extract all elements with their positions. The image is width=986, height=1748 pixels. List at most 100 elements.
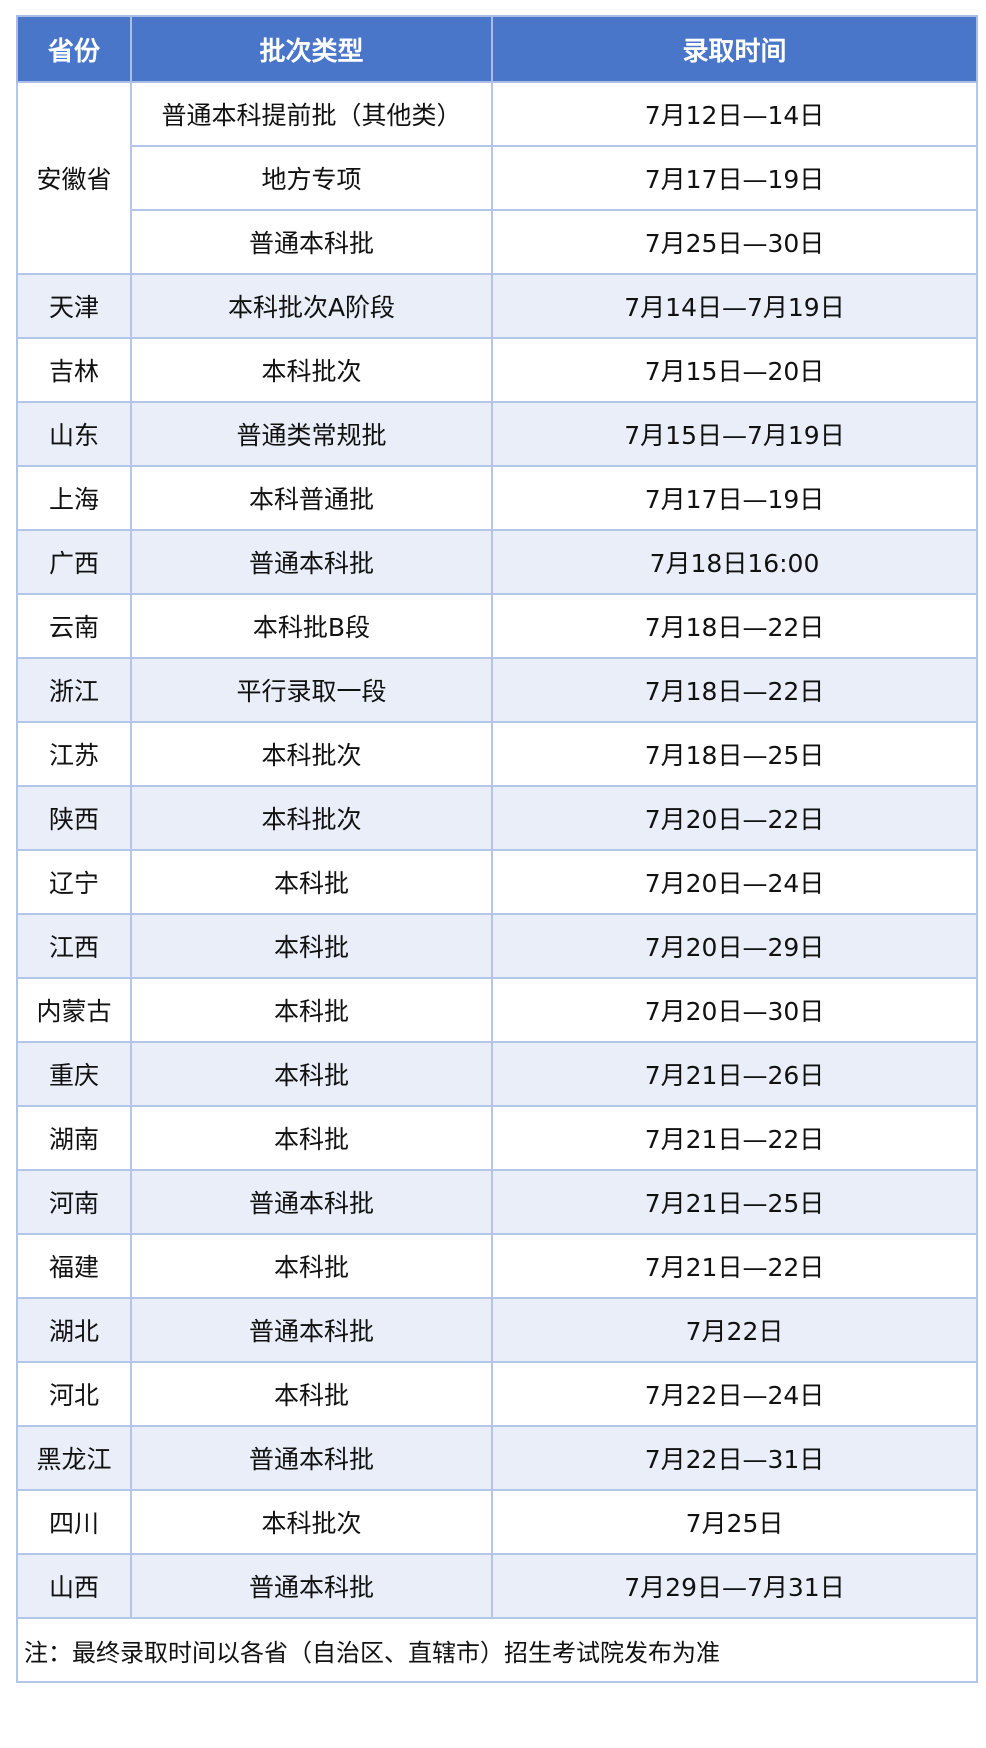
time-cell: 7月21日—22日 <box>491 1233 978 1299</box>
time-cell: 7月14日—7月19日 <box>491 273 978 339</box>
batch-cell: 普通本科批 <box>130 1297 493 1363</box>
batch-cell: 本科批次 <box>130 785 493 851</box>
batch-cell: 本科批 <box>130 1041 493 1107</box>
time-cell: 7月21日—25日 <box>491 1169 978 1235</box>
header-province: 省份 <box>16 15 132 83</box>
table-row: 湖南 本科批 7月21日—22日 <box>16 1105 978 1171</box>
province-cell: 湖南 <box>16 1105 132 1171</box>
table-row: 地方专项 7月17日—19日 <box>17 145 978 211</box>
table-row: 广西 普通本科批 7月18日16:00 <box>16 529 978 595</box>
footnote: 注：最终录取时间以各省（自治区、直辖市）招生考试院发布为准 <box>16 1617 978 1683</box>
time-cell: 7月21日—22日 <box>491 1105 978 1171</box>
time-cell: 7月18日—25日 <box>491 721 978 787</box>
header-time: 录取时间 <box>491 15 978 83</box>
time-cell: 7月20日—22日 <box>491 785 978 851</box>
time-cell: 7月15日—7月19日 <box>491 401 978 467</box>
table-row: 山西 普通本科批 7月29日—7月31日 <box>16 1553 978 1619</box>
table-row: 云南 本科批B段 7月18日—22日 <box>16 593 978 659</box>
batch-cell: 本科批 <box>130 1105 493 1171</box>
batch-cell: 本科批 <box>130 1361 493 1427</box>
table-row: 河南 普通本科批 7月21日—25日 <box>16 1169 978 1235</box>
time-cell: 7月29日—7月31日 <box>491 1553 978 1619</box>
time-cell: 7月17日—19日 <box>491 465 978 531</box>
table-row: 黑龙江 普通本科批 7月22日—31日 <box>16 1425 978 1491</box>
batch-cell: 本科批次 <box>130 337 493 403</box>
batch-cell: 本科批 <box>130 977 493 1043</box>
province-cell: 吉林 <box>16 337 132 403</box>
province-cell: 上海 <box>16 465 132 531</box>
time-cell: 7月18日16:00 <box>491 529 978 595</box>
batch-cell: 普通类常规批 <box>130 401 493 467</box>
batch-cell: 普通本科批 <box>130 1425 493 1491</box>
batch-cell: 本科批次A阶段 <box>130 273 493 339</box>
batch-cell: 本科批次 <box>130 721 493 787</box>
batch-cell: 地方专项 <box>130 145 493 211</box>
time-cell: 7月12日—14日 <box>491 81 978 147</box>
province-cell: 山西 <box>16 1553 132 1619</box>
province-cell: 重庆 <box>16 1041 132 1107</box>
batch-cell: 本科批B段 <box>130 593 493 659</box>
table-row: 江西 本科批 7月20日—29日 <box>16 913 978 979</box>
province-cell: 湖北 <box>16 1297 132 1363</box>
province-cell: 黑龙江 <box>16 1425 132 1491</box>
province-cell: 福建 <box>16 1233 132 1299</box>
table-row: 福建 本科批 7月21日—22日 <box>16 1233 978 1299</box>
province-cell: 江西 <box>16 913 132 979</box>
table-row: 内蒙古 本科批 7月20日—30日 <box>16 977 978 1043</box>
time-cell: 7月25日 <box>491 1489 978 1555</box>
table-row: 江苏 本科批次 7月18日—25日 <box>16 721 978 787</box>
batch-cell: 普通本科批 <box>130 1553 493 1619</box>
province-cell: 安徽省 <box>16 81 132 275</box>
time-cell: 7月22日—31日 <box>491 1425 978 1491</box>
batch-cell: 本科批 <box>130 849 493 915</box>
province-cell: 云南 <box>16 593 132 659</box>
province-cell: 四川 <box>16 1489 132 1555</box>
province-cell: 河南 <box>16 1169 132 1235</box>
time-cell: 7月25日—30日 <box>491 209 978 275</box>
province-cell: 辽宁 <box>16 849 132 915</box>
table-row: 辽宁 本科批 7月20日—24日 <box>16 849 978 915</box>
province-cell: 内蒙古 <box>16 977 132 1043</box>
province-cell: 山东 <box>16 401 132 467</box>
batch-cell: 本科批 <box>130 913 493 979</box>
table-row: 浙江 平行录取一段 7月18日—22日 <box>16 657 978 723</box>
time-cell: 7月17日—19日 <box>491 145 978 211</box>
time-cell: 7月22日—24日 <box>491 1361 978 1427</box>
table-row: 吉林 本科批次 7月15日—20日 <box>16 337 978 403</box>
province-cell: 浙江 <box>16 657 132 723</box>
table-row: 天津 本科批次A阶段 7月14日—7月19日 <box>16 273 978 339</box>
table-row: 普通本科批 7月25日—30日 <box>17 209 978 275</box>
time-cell: 7月15日—20日 <box>491 337 978 403</box>
table-row: 四川 本科批次 7月25日 <box>16 1489 978 1555</box>
batch-cell: 普通本科批 <box>130 1169 493 1235</box>
time-cell: 7月21日—26日 <box>491 1041 978 1107</box>
admission-schedule-table: 省份 批次类型 录取时间 安徽省 普通本科提前批（其他类） 7月12日—14日 … <box>16 15 978 1683</box>
time-cell: 7月22日 <box>491 1297 978 1363</box>
header-row: 省份 批次类型 录取时间 <box>16 15 978 83</box>
batch-cell: 平行录取一段 <box>130 657 493 723</box>
batch-cell: 普通本科提前批（其他类） <box>130 81 493 147</box>
table-row: 上海 本科普通批 7月17日—19日 <box>16 465 978 531</box>
time-cell: 7月20日—30日 <box>491 977 978 1043</box>
province-cell: 天津 <box>16 273 132 339</box>
batch-cell: 普通本科批 <box>130 209 493 275</box>
table-row: 河北 本科批 7月22日—24日 <box>16 1361 978 1427</box>
time-cell: 7月18日—22日 <box>491 593 978 659</box>
table-row: 安徽省 普通本科提前批（其他类） 7月12日—14日 <box>16 81 978 275</box>
province-cell: 江苏 <box>16 721 132 787</box>
time-cell: 7月18日—22日 <box>491 657 978 723</box>
time-cell: 7月20日—24日 <box>491 849 978 915</box>
province-cell: 广西 <box>16 529 132 595</box>
batch-cell: 普通本科批 <box>130 529 493 595</box>
batch-cell: 本科批次 <box>130 1489 493 1555</box>
table-row: 湖北 普通本科批 7月22日 <box>16 1297 978 1363</box>
table-row: 山东 普通类常规批 7月15日—7月19日 <box>16 401 978 467</box>
batch-cell: 本科普通批 <box>130 465 493 531</box>
table-row: 陕西 本科批次 7月20日—22日 <box>16 785 978 851</box>
province-cell: 陕西 <box>16 785 132 851</box>
time-cell: 7月20日—29日 <box>491 913 978 979</box>
table-row: 重庆 本科批 7月21日—26日 <box>16 1041 978 1107</box>
header-batch: 批次类型 <box>130 15 493 83</box>
province-cell: 河北 <box>16 1361 132 1427</box>
batch-cell: 本科批 <box>130 1233 493 1299</box>
